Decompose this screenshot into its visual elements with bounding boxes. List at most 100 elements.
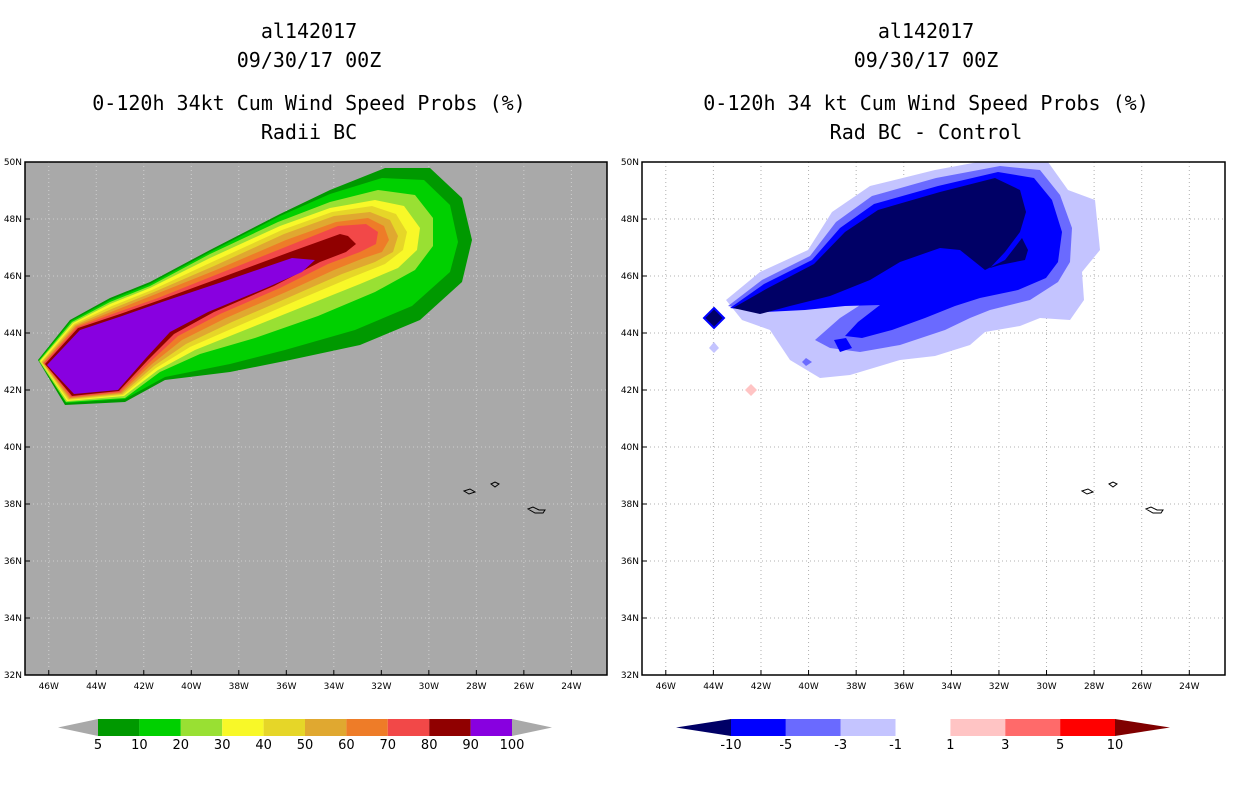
y-tick-label: 40N bbox=[4, 443, 22, 453]
right-plot-frame bbox=[641, 161, 1226, 676]
swath-band-90 bbox=[47, 258, 315, 394]
x-tick-label: 44W bbox=[86, 682, 106, 692]
colorbar-arrow-high bbox=[1115, 719, 1170, 736]
y-tick-label: 34N bbox=[4, 614, 22, 624]
left-chart-subtitle: Radii BC bbox=[261, 120, 357, 144]
y-tick-label: 46N bbox=[4, 272, 22, 282]
colorbar-swatch bbox=[840, 719, 896, 736]
left-axis-ticks: 46W 44W 42W 40W 38W 36W 34W 32W 30W 28W 26W 24W 50N 4… bbox=[4, 158, 582, 692]
colorbar-label: 1 bbox=[946, 738, 954, 753]
colorbar-swatch bbox=[305, 719, 347, 736]
left-probability-swath bbox=[38, 168, 472, 405]
left-datetime: 09/30/17 00Z bbox=[237, 48, 382, 72]
x-tick-label: 38W bbox=[846, 682, 866, 692]
x-tick-label: 46W bbox=[656, 682, 676, 692]
x-tick-label: 34W bbox=[941, 682, 961, 692]
x-tick-label: 42W bbox=[134, 682, 154, 692]
y-tick-label: 44N bbox=[4, 329, 22, 339]
diff-point-minus5 bbox=[834, 338, 852, 352]
colorbar-swatch bbox=[1005, 719, 1061, 736]
colorbar-swatch bbox=[785, 719, 841, 736]
y-tick-label: 36N bbox=[621, 557, 639, 567]
right-chart-subtitle: Rad BC - Control bbox=[830, 120, 1023, 144]
x-tick-label: 34W bbox=[324, 682, 344, 692]
right-island-terceira bbox=[1108, 481, 1118, 488]
colorbar-label: 3 bbox=[1001, 738, 1009, 753]
right-colorbar: -10 -5 -3 -1 1 3 5 10 bbox=[676, 719, 1170, 753]
y-tick-label: 50N bbox=[621, 158, 639, 168]
colorbar-label: 30 bbox=[214, 738, 231, 753]
x-tick-label: 26W bbox=[1132, 682, 1152, 692]
left-chart-title: 0-120h 34kt Cum Wind Speed Probs (%) bbox=[92, 91, 525, 115]
y-tick-label: 50N bbox=[4, 158, 22, 168]
x-tick-label: 38W bbox=[229, 682, 249, 692]
left-panel: al142017 09/30/17 00Z 0-120h 34kt Cum Wi… bbox=[4, 19, 608, 753]
colorbar-swatch bbox=[731, 719, 786, 736]
colorbar-label: 90 bbox=[462, 738, 479, 753]
colorbar-swatch bbox=[470, 719, 512, 736]
right-storm-id: al142017 bbox=[878, 19, 974, 43]
colorbar-arrow-low bbox=[676, 719, 731, 736]
x-tick-label: 30W bbox=[1036, 682, 1056, 692]
diff-point-minus3-b bbox=[802, 358, 812, 366]
right-islands bbox=[1080, 481, 1164, 514]
diff-point-plus1 bbox=[745, 384, 757, 396]
x-tick-label: 28W bbox=[1084, 682, 1104, 692]
y-tick-label: 36N bbox=[4, 557, 22, 567]
colorbar-swatch bbox=[263, 719, 305, 736]
colorbar-label: -10 bbox=[720, 738, 741, 753]
colorbar-swatch bbox=[98, 719, 140, 736]
colorbar-arrow-low bbox=[58, 719, 98, 736]
right-difference-field bbox=[702, 162, 1100, 396]
colorbar-label: -1 bbox=[889, 738, 902, 753]
x-tick-label: 24W bbox=[1179, 682, 1199, 692]
colorbar-label: 80 bbox=[421, 738, 438, 753]
colorbar-label: -3 bbox=[834, 738, 847, 753]
left-islands bbox=[462, 481, 546, 514]
right-datetime: 09/30/17 00Z bbox=[854, 48, 999, 72]
left-colorbar: 5 10 20 30 40 50 60 70 80 90 100 bbox=[58, 719, 552, 753]
colorbar-label: 70 bbox=[380, 738, 397, 753]
x-tick-label: 40W bbox=[798, 682, 818, 692]
x-tick-label: 36W bbox=[276, 682, 296, 692]
colorbar-label: 20 bbox=[173, 738, 190, 753]
colorbar-swatch bbox=[387, 719, 430, 736]
y-tick-label: 42N bbox=[4, 386, 22, 396]
right-island-faial bbox=[1080, 488, 1095, 495]
right-axis-ticks: 46W 44W 42W 40W 38W 36W 34W 32W 30W 28W 26W 24W 50N 4… bbox=[621, 158, 1200, 692]
diff-band-minus10 bbox=[733, 178, 1028, 314]
colorbar-swatch bbox=[180, 719, 223, 736]
colorbar-swatch bbox=[139, 719, 181, 736]
colorbar-swatch bbox=[895, 719, 951, 736]
y-tick-label: 32N bbox=[4, 671, 22, 681]
colorbar-arrow-high bbox=[512, 719, 552, 736]
diff-point-minus10 bbox=[702, 306, 726, 330]
y-tick-label: 34N bbox=[621, 614, 639, 624]
right-panel: al142017 09/30/17 00Z 0-120h 34 kt Cum W… bbox=[621, 19, 1226, 753]
colorbar-swatch bbox=[1060, 719, 1115, 736]
y-tick-label: 40N bbox=[621, 443, 639, 453]
y-tick-label: 38N bbox=[621, 500, 639, 510]
x-tick-label: 32W bbox=[989, 682, 1009, 692]
colorbar-label: 10 bbox=[1107, 738, 1124, 753]
y-tick-label: 44N bbox=[621, 329, 639, 339]
colorbar-label: 10 bbox=[131, 738, 148, 753]
y-tick-label: 46N bbox=[621, 272, 639, 282]
left-island-sao-miguel bbox=[526, 506, 546, 514]
left-island-faial bbox=[462, 488, 477, 495]
colorbar-label: 5 bbox=[1056, 738, 1064, 753]
left-island-terceira bbox=[490, 481, 500, 488]
diff-point-minus3-a bbox=[709, 342, 719, 353]
colorbar-label: 40 bbox=[255, 738, 272, 753]
colorbar-swatch bbox=[950, 719, 1006, 736]
y-tick-label: 32N bbox=[621, 671, 639, 681]
colorbar-label: 5 bbox=[94, 738, 102, 753]
x-tick-label: 46W bbox=[39, 682, 59, 692]
left-storm-id: al142017 bbox=[261, 19, 357, 43]
x-tick-label: 30W bbox=[419, 682, 439, 692]
right-chart-title: 0-120h 34 kt Cum Wind Speed Probs (%) bbox=[703, 91, 1149, 115]
x-tick-label: 28W bbox=[466, 682, 486, 692]
y-tick-label: 42N bbox=[621, 386, 639, 396]
x-tick-label: 40W bbox=[181, 682, 201, 692]
